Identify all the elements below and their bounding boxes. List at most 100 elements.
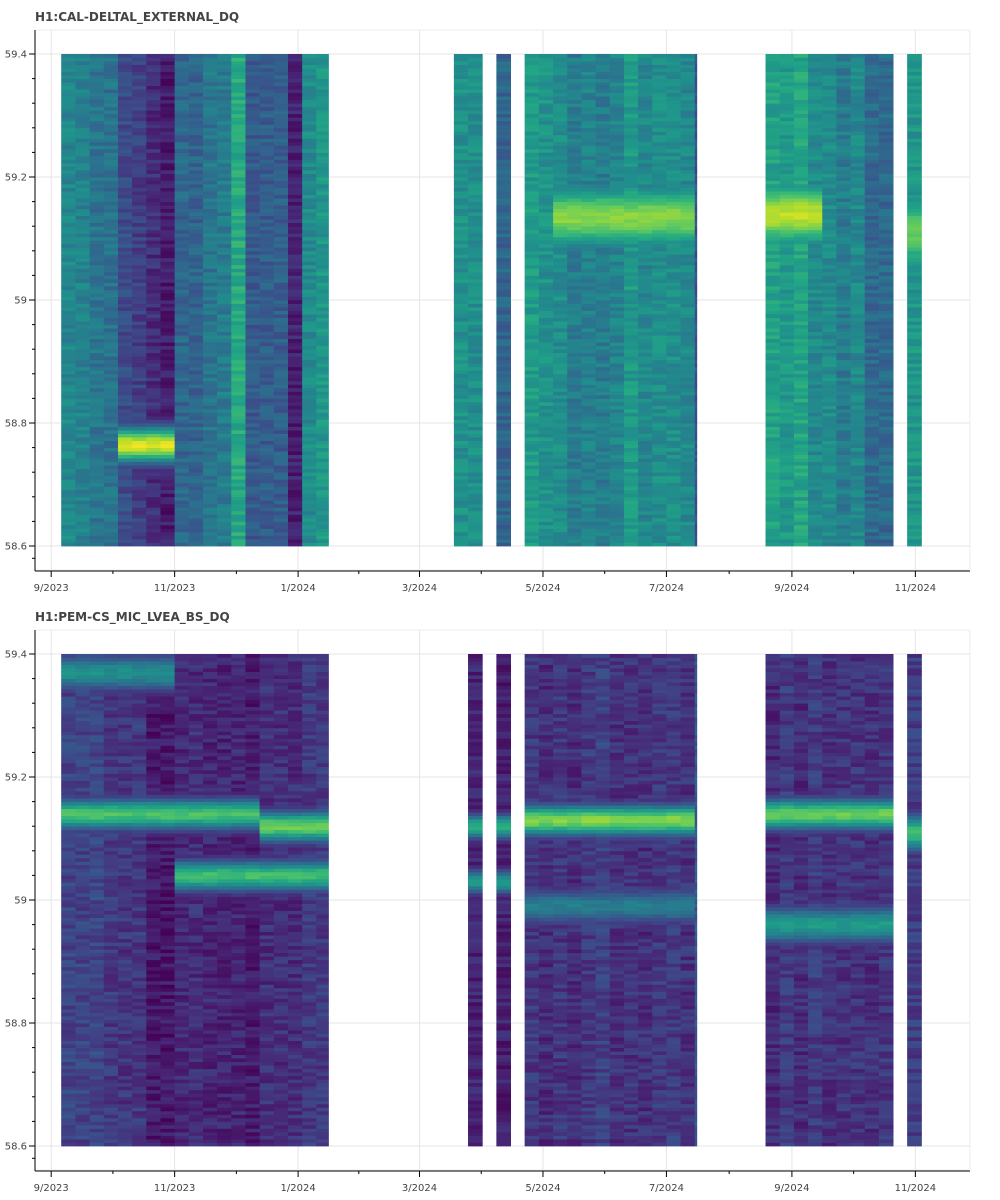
- panel-1-heatmap-cell: [103, 482, 119, 487]
- panel-1-heatmap-cell: [61, 300, 76, 304]
- panel-1-heatmap-cell: [132, 314, 147, 318]
- panel-1-heatmap-cell: [538, 162, 554, 167]
- panel-1-heatmap-cell: [496, 542, 511, 547]
- panel-1-heatmap-cell: [287, 419, 303, 424]
- panel-1-heatmap-cell: [287, 89, 303, 94]
- panel-1-heatmap-cell: [302, 479, 317, 484]
- panel-1-heatmap-cell: [609, 493, 625, 498]
- panel-1-heatmap-cell: [188, 127, 204, 132]
- panel-1-heatmap-cell: [581, 415, 596, 420]
- panel-1-heatmap-cell: [160, 349, 176, 354]
- panel-1-heatmap-cell: [202, 261, 218, 266]
- panel-1-heatmap-cell: [302, 78, 317, 83]
- panel-1-heatmap-cell: [273, 531, 289, 536]
- panel-1-heatmap-cell: [231, 500, 246, 505]
- panel-1-heatmap-cell: [581, 324, 596, 329]
- panel-1-heatmap-cell: [174, 366, 190, 371]
- panel-1-heatmap-cell: [538, 117, 554, 122]
- panel-1-heatmap-cell: [652, 384, 667, 389]
- panel-1-heatmap-cell: [666, 331, 681, 336]
- panel-1-heatmap-cell: [259, 254, 275, 259]
- panel-1-heatmap-column: [652, 54, 667, 547]
- panel-1-heatmap-cell: [217, 159, 232, 164]
- panel-1-heatmap-cell: [496, 113, 511, 118]
- panel-1-heatmap-cell: [132, 257, 147, 262]
- panel-1-heatmap-cell: [468, 152, 483, 157]
- panel-1-heatmap-cell: [160, 377, 176, 382]
- panel-1-heatmap-cell: [453, 314, 469, 318]
- panel-1-heatmap-cell: [316, 247, 329, 252]
- panel-1-heatmap-cell: [287, 482, 303, 487]
- panel-1-heatmap-cell: [468, 528, 483, 533]
- panel-1-heatmap-cell: [117, 412, 133, 417]
- panel-1-heatmap-cell: [188, 447, 204, 452]
- panel-1-heatmap-column: [567, 54, 582, 547]
- panel-1-heatmap-cell: [89, 141, 105, 146]
- panel-1-heatmap-cell: [553, 191, 568, 195]
- panel-1-heatmap-cell: [302, 405, 317, 410]
- panel-1-heatmap-cell: [273, 103, 289, 108]
- panel-1-heatmap-cell: [302, 510, 317, 515]
- panel-1-heatmap-cell: [553, 250, 568, 255]
- panel-1-heatmap-column: [287, 54, 303, 547]
- panel-1-heatmap-cell: [89, 261, 105, 266]
- panel-1-heatmap-cell: [117, 510, 133, 515]
- panel-1-heatmap-cell: [316, 169, 329, 174]
- panel-1-heatmap-cell: [666, 489, 681, 494]
- panel-1-heatmap-cell: [89, 145, 105, 150]
- panel-1-heatmap-cell: [259, 120, 275, 125]
- panel-1-heatmap-cell: [174, 247, 190, 252]
- panel-1-heatmap-cell: [595, 89, 611, 94]
- panel-1-heatmap-cell: [496, 352, 511, 357]
- panel-1-heatmap-cell: [273, 398, 289, 403]
- panel-1-heatmap-cell: [666, 342, 681, 347]
- panel-1-heatmap-cell: [567, 99, 582, 104]
- panel-1-heatmap-column: [538, 54, 554, 547]
- panel-1-heatmap-cell: [245, 205, 261, 210]
- panel-1-heatmap-cell: [638, 542, 653, 547]
- panel-1-heatmap-cell: [160, 103, 176, 108]
- panel-1-heatmap-cell: [132, 342, 147, 347]
- panel-1-heatmap-cell: [259, 387, 275, 392]
- panel-1-heatmap-cell: [89, 64, 105, 69]
- panel-1-heatmap-cell: [316, 187, 329, 192]
- panel-1-heatmap-cell: [680, 366, 696, 371]
- panel-1-heatmap-cell: [609, 521, 625, 526]
- panel-1-heatmap-cell: [188, 64, 204, 69]
- panel-1-heatmap-cell: [453, 184, 469, 188]
- panel-1-heatmap-cell: [680, 398, 696, 403]
- panel-1-heatmap-cell: [453, 507, 469, 512]
- panel-1-heatmap-cell: [538, 285, 554, 290]
- panel-1-heatmap-cell: [89, 531, 105, 536]
- panel-1-heatmap-cell: [287, 472, 303, 477]
- panel-1-heatmap-cell: [468, 531, 483, 536]
- panel-1-heatmap-cell: [316, 268, 329, 273]
- panel-1-heatmap-cell: [595, 366, 611, 371]
- panel-1-heatmap-cell: [117, 377, 133, 382]
- panel-1-heatmap-cell: [117, 451, 133, 456]
- panel-1-heatmap-cell: [316, 482, 329, 487]
- panel-1-heatmap-cell: [61, 61, 76, 65]
- panel-1-heatmap-cell: [680, 113, 696, 118]
- panel-1-heatmap-cell: [302, 503, 317, 508]
- panel-1-heatmap-cell: [609, 510, 625, 515]
- panel-1-heatmap-cell: [453, 205, 469, 210]
- panel-1-heatmap-cell: [652, 408, 667, 413]
- panel-1-heatmap-cell: [638, 106, 653, 111]
- panel-1-heatmap-cell: [217, 141, 232, 146]
- panel-1-heatmap-cell: [174, 57, 190, 62]
- panel-1-heatmap-cell: [174, 465, 190, 470]
- panel-1-heatmap-cell: [202, 254, 218, 259]
- panel-1-heatmap-cell: [538, 366, 554, 371]
- panel-1-heatmap-cell: [553, 247, 568, 252]
- panel-1-heatmap-cell: [680, 472, 696, 477]
- panel-1-heatmap-cell: [146, 243, 161, 248]
- panel-1-heatmap-cell: [160, 257, 176, 262]
- panel-1-heatmap-cell: [75, 103, 91, 108]
- panel-1-heatmap-cell: [595, 292, 611, 297]
- panel-1-heatmap-cell: [287, 461, 303, 466]
- panel-1-heatmap-cell: [103, 345, 119, 350]
- panel-1-heatmap-cell: [638, 370, 653, 375]
- panel-1-heatmap-cell: [666, 54, 681, 58]
- panel-1-heatmap-cell: [694, 345, 698, 350]
